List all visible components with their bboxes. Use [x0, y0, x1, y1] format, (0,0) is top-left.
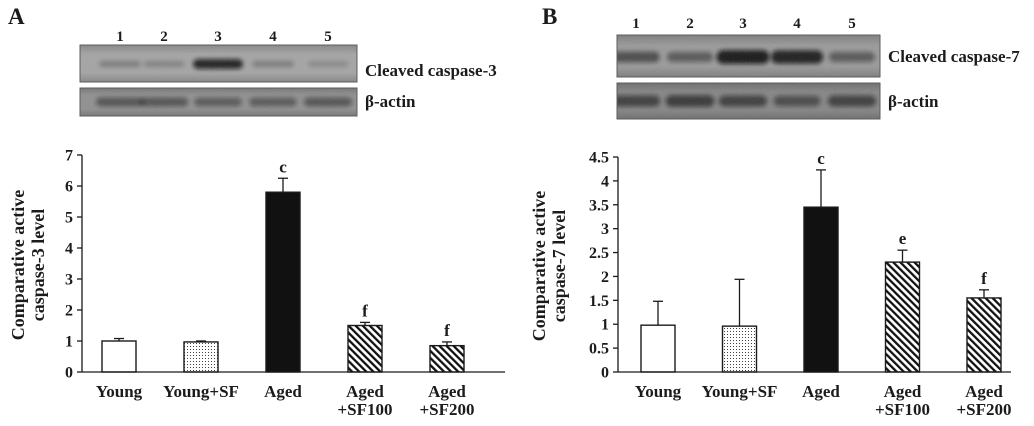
panel-b-bar-aged-sf100: [884, 261, 921, 373]
panel-b-y-tick-label: 2: [601, 269, 609, 286]
blot-frame: [616, 34, 881, 78]
panel-a-bar-chart: Comparative active caspase-3 level 0 1 2 3 4 5 6…: [8, 148, 505, 419]
panel-b-y-tick-label: 3.5: [589, 197, 609, 214]
panel-a-y-axis-title: Comparative active: [8, 190, 28, 340]
panel-a-y-tick-label: 0: [65, 365, 73, 382]
panel-a-lane-number-2: 2: [160, 29, 168, 45]
panel-b-lane-number-2: 2: [686, 16, 694, 32]
panel-b-blot-beta-actin: β-actin: [616, 82, 939, 120]
blot-label-cleaved-caspase-3: Cleaved caspase-3: [365, 61, 497, 80]
panel-b-bar-chart: Comparative active caspase-7 level 0 0.5 1 1.…: [529, 149, 1012, 419]
panel-a-x-category-label-aged-sf100: +SF100: [337, 400, 392, 419]
panel-b-y-tick-label: 2.5: [589, 245, 609, 262]
panel-a-bar-aged-sf100: [347, 324, 383, 373]
panel-a-y-tick-label: 1: [65, 334, 73, 351]
panel-b-x-category-label-young: Young: [635, 382, 682, 401]
panel-a-y-tick-label: 2: [65, 303, 73, 320]
panel-a-significance-label-aged-sf200: f: [444, 321, 450, 340]
panel-b-y-axis-title: caspase-7 level: [549, 210, 569, 322]
panel-a-blot-beta-actin: β-actin: [79, 87, 416, 117]
panel-b-y-axis-title: Comparative active: [529, 191, 549, 341]
panel-label-b: B: [542, 4, 557, 29]
panel-b-bar-young-sf: [721, 325, 758, 373]
panel-b-x-category-label-aged-sf200: +SF200: [956, 400, 1011, 419]
bar-charts: Comparative active caspase-3 level0123456…: [8, 148, 1012, 420]
panel-b-lane-number-4: 4: [793, 16, 801, 32]
panel-b-significance-label-aged: c: [817, 149, 825, 168]
blot-texture: [80, 88, 357, 116]
panel-a-significance-label-aged-sf100: f: [362, 301, 368, 320]
panel-a-x-category-label-aged-sf200: +SF200: [419, 400, 474, 419]
panel-a-lane-number-1: 1: [116, 29, 124, 45]
panel-b-bar-aged-sf200: [966, 297, 1002, 373]
panel-a-y-tick-label: 4: [65, 241, 73, 258]
panel-a-blots: 1 2 3 4 5 Cleaved caspase-3 β-actin: [79, 29, 497, 117]
blot-label-beta-actin: β-actin: [365, 92, 416, 111]
panel-a-lane-number-5: 5: [324, 29, 332, 45]
panel-a-y-tick-label: 7: [65, 148, 73, 165]
panel-b-x-category-label-aged-sf100: Aged: [884, 382, 922, 401]
panel-b-blot-cleaved-caspase-7: Cleaved caspase-7: [616, 34, 1020, 78]
panel-a-x-category-label-young-sf: Young+SF: [163, 382, 239, 401]
panel-a-x-category-label-aged-sf100: Aged: [346, 382, 384, 401]
blot-frame: [79, 87, 358, 117]
panel-a-x-category-label-aged-sf200: Aged: [428, 382, 466, 401]
panel-b-x-category-label-aged-sf100: +SF100: [875, 400, 930, 419]
panel-a-x-category-label-young: Young: [96, 382, 143, 401]
panel-b-y-tick-label: 0: [601, 365, 609, 382]
panel-b-significance-label-aged-sf200: f: [981, 269, 987, 288]
panel-b-significance-label-aged-sf100: e: [899, 229, 907, 248]
panel-a-bar-young-sf: [183, 341, 219, 373]
panel-b-y-tick-label: 3: [601, 221, 609, 238]
panel-b-blots: 1 2 3 4 5 Cleaved caspase-7 β-actin: [616, 16, 1020, 120]
panel-a-y-tick-label: 3: [65, 272, 73, 289]
panel-a-y-axis-title: caspase-3 level: [28, 209, 48, 321]
blot-texture: [617, 83, 880, 119]
panel-b-y-tick-label: 1: [601, 317, 609, 334]
panel-a-bar-young: [101, 340, 137, 373]
panel-a-y-tick-label: 6: [65, 179, 73, 196]
blot-label-cleaved-caspase-7: Cleaved caspase-7: [888, 47, 1020, 66]
blot-frame: [616, 82, 881, 120]
panel-a-x-category-label-aged: Aged: [264, 382, 302, 401]
panel-b-y-tick-label: 1.5: [589, 293, 609, 310]
panel-b-lane-number-3: 3: [739, 16, 747, 32]
western-blots: 1 2 3 4 5 Cleaved caspase-3 β-actin 1 2 3 4 5 Cleave…: [79, 16, 1020, 120]
panel-b-lane-number-1: 1: [632, 16, 640, 32]
panel-b-x-category-label-aged: Aged: [802, 382, 840, 401]
panel-a-y-tick-label: 5: [65, 210, 73, 227]
blot-texture: [617, 35, 880, 77]
panel-b-y-tick-label: 0.5: [589, 341, 609, 358]
panel-b-y-tick-label: 4.5: [589, 150, 609, 167]
panel-a-lane-number-4: 4: [269, 29, 277, 45]
panel-a-lane-number-3: 3: [214, 29, 222, 45]
panel-label-a: A: [8, 4, 25, 29]
panel-a-blot-cleaved-caspase-3: Cleaved caspase-3: [79, 44, 497, 83]
blot-frame: [79, 44, 358, 83]
panel-b-bar-aged: [803, 206, 839, 373]
panel-b-x-category-label-aged-sf200: Aged: [965, 382, 1003, 401]
blot-label-beta-actin: β-actin: [888, 92, 939, 111]
panel-b-lane-number-5: 5: [848, 16, 856, 32]
panel-a-significance-label-aged: c: [279, 157, 287, 176]
panel-a-bar-aged-sf200: [429, 344, 465, 373]
blot-texture: [80, 45, 357, 82]
panel-b-y-tick-label: 4: [601, 173, 609, 190]
panel-b-x-category-label-young-sf: Young+SF: [702, 382, 778, 401]
panel-a-bar-aged: [265, 191, 301, 373]
panel-b-bar-young: [640, 324, 676, 373]
